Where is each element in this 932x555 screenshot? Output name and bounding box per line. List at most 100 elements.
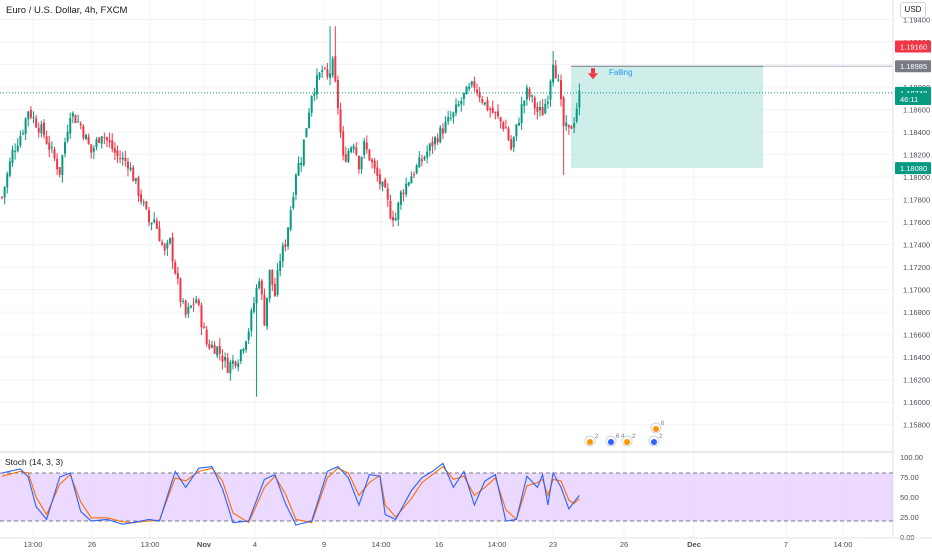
candle-body (413, 174, 416, 176)
candle-body (368, 149, 371, 161)
candle-body (444, 121, 447, 133)
candle-body (21, 133, 24, 135)
candle (486, 96, 489, 112)
candle (399, 190, 402, 210)
candle-body (565, 122, 568, 127)
candle-body (208, 344, 211, 349)
candle-body (497, 111, 500, 117)
event-count-label: 2 (632, 434, 636, 440)
candle (250, 307, 253, 337)
candle-body (308, 112, 311, 128)
candle (441, 123, 444, 140)
candle (347, 148, 350, 164)
candle-body (360, 156, 363, 170)
time-axis-label: 9 (322, 540, 326, 549)
candle (100, 136, 103, 149)
candle (533, 95, 536, 116)
candle-body (163, 244, 166, 251)
candle (499, 116, 502, 129)
price-tag-bg (895, 92, 931, 105)
candle-body (184, 300, 187, 315)
candle-body (552, 64, 555, 83)
candle (578, 83, 581, 116)
candle (161, 239, 164, 247)
candle (431, 136, 434, 154)
falling-arrow-icon (588, 68, 598, 80)
candle-body (69, 118, 72, 134)
candle-body (8, 161, 11, 176)
candle (336, 75, 339, 115)
candle (452, 111, 455, 124)
candle (510, 135, 513, 151)
candle (279, 253, 282, 277)
candle (271, 269, 274, 291)
candle-body (536, 106, 539, 113)
time-axis-label: 14:00 (834, 540, 853, 549)
candle (481, 96, 484, 105)
candle (247, 327, 250, 344)
candle-body (284, 243, 287, 247)
candle (386, 183, 389, 207)
candle-body (470, 81, 473, 86)
candle (32, 111, 35, 124)
time-axis-label: 23 (549, 540, 557, 549)
price-axis-tick: 1.16200 (903, 376, 930, 385)
candle-body (95, 139, 98, 148)
candle-body (489, 108, 492, 110)
candle (234, 360, 237, 369)
candle (381, 181, 384, 192)
candle (302, 139, 305, 167)
candle (426, 145, 429, 164)
candle-body (281, 245, 284, 262)
candle (171, 232, 174, 270)
candle (331, 55, 334, 79)
candle (6, 171, 9, 194)
candle-body (158, 227, 161, 242)
price-axis-tick: 1.16000 (903, 398, 930, 407)
candle-body (397, 202, 400, 220)
candle (140, 189, 143, 205)
candle-body (61, 155, 64, 175)
candle-body (434, 137, 437, 145)
price-axis-tick: 1.18000 (903, 173, 930, 182)
candle (468, 82, 471, 92)
candle (376, 160, 379, 182)
candle (415, 163, 418, 175)
candle (546, 95, 549, 109)
candle-body (554, 65, 557, 79)
candle-body (242, 348, 245, 352)
candle (478, 87, 481, 103)
candle (56, 153, 59, 175)
candle-body (528, 88, 531, 98)
candle-body (491, 107, 494, 113)
price-tag: 1.18985 (895, 60, 931, 73)
candle-body (476, 89, 479, 93)
stoch-band-fill (0, 473, 893, 521)
candle (502, 120, 505, 132)
candle (231, 355, 234, 370)
candle (126, 157, 129, 177)
candle-body (426, 151, 429, 158)
candle (260, 279, 263, 301)
candle-body (420, 159, 423, 162)
candle-body (200, 305, 203, 328)
stoch-legend-label[interactable]: Stoch (14, 3, 3) (5, 457, 64, 467)
candle (444, 116, 447, 134)
candle-body (189, 305, 192, 308)
candle-body (147, 210, 150, 223)
candle-body (386, 188, 389, 200)
currency-button[interactable]: USD (900, 2, 926, 18)
candle-body (546, 101, 549, 104)
candle-body (318, 73, 321, 78)
candle (221, 349, 224, 370)
candle (103, 132, 106, 145)
candle-body (300, 162, 303, 166)
price-tag-label: 1.18985 (900, 62, 927, 71)
event-flag-icon: 6 (650, 421, 665, 434)
candle (210, 340, 213, 349)
symbol-title[interactable]: Euro / U.S. Dollar, 4h, FXCM (6, 5, 128, 16)
candle-body (441, 128, 444, 134)
candle (192, 297, 195, 312)
